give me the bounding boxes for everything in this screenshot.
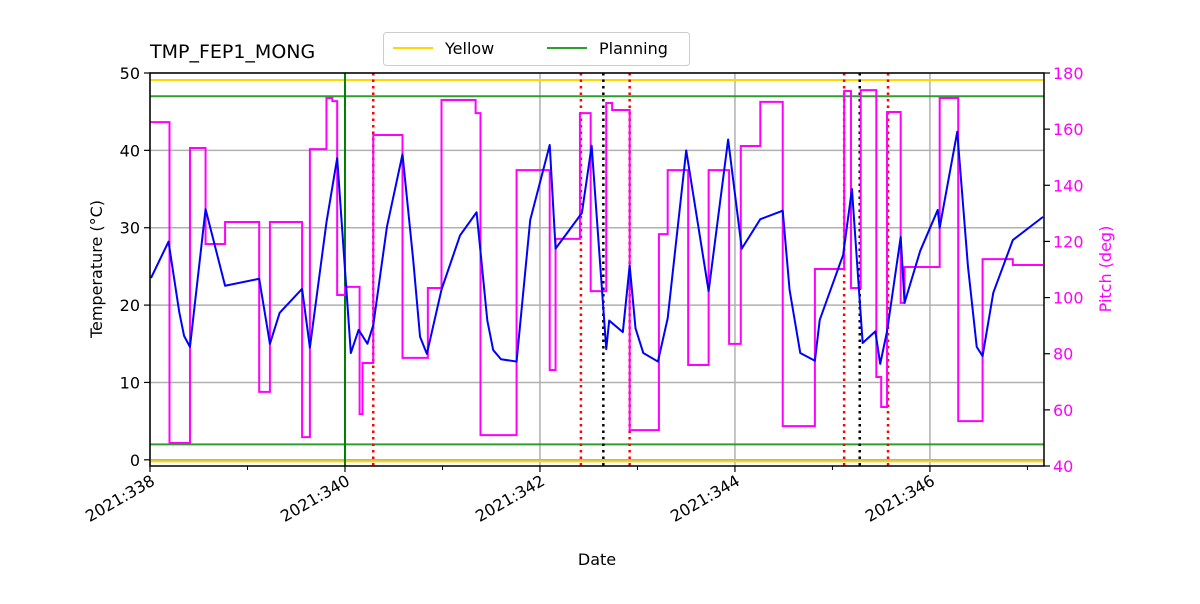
y-tick-label: 20 <box>120 296 140 315</box>
legend-box <box>383 32 690 66</box>
plot-frame <box>149 72 1045 467</box>
y2-tick-label: 120 <box>1053 232 1084 251</box>
grid <box>149 72 1044 466</box>
y2-tick-label: 140 <box>1053 176 1084 195</box>
pitch-series-line <box>150 89 1044 444</box>
axes: 2021:338 2021:340 2021:342 2021:344 2021:346… <box>82 64 1083 526</box>
temperature-series-line <box>150 130 1044 365</box>
x-tick-label: 2021:338 <box>82 471 158 526</box>
y-tick-label: 10 <box>120 373 140 392</box>
legend-label-planning: Planning <box>599 39 668 58</box>
y-tick-label: 40 <box>120 141 140 160</box>
x-tick-label: 2021:342 <box>472 471 548 526</box>
limit-lines <box>150 78 1044 463</box>
legend: Yellow Planning <box>383 32 690 66</box>
y-axis-label: Temperature (°C) <box>87 200 106 339</box>
y2-tick-label: 100 <box>1053 289 1084 308</box>
y-tick-label: 0 <box>130 451 140 470</box>
y2-tick-label: 80 <box>1053 345 1073 364</box>
y-tick-label: 30 <box>120 219 140 238</box>
y-tick-label: 50 <box>120 64 140 83</box>
y2-tick-label: 180 <box>1053 64 1084 83</box>
x-tick-label: 2021:340 <box>277 471 353 526</box>
event-lines <box>343 73 890 466</box>
x-tick-label: 2021:346 <box>862 471 938 526</box>
chart-title: TMP_FEP1_MONG <box>149 41 315 63</box>
y2-tick-label: 160 <box>1053 120 1084 139</box>
x-tick-label: 2021:344 <box>667 471 743 526</box>
y2-tick-label: 60 <box>1053 401 1073 420</box>
y2-axis-label: Pitch (deg) <box>1096 226 1115 313</box>
legend-label-yellow: Yellow <box>444 39 494 58</box>
series <box>150 89 1044 444</box>
y2-tick-label: 40 <box>1053 457 1073 476</box>
x-axis-label: Date <box>578 550 616 569</box>
